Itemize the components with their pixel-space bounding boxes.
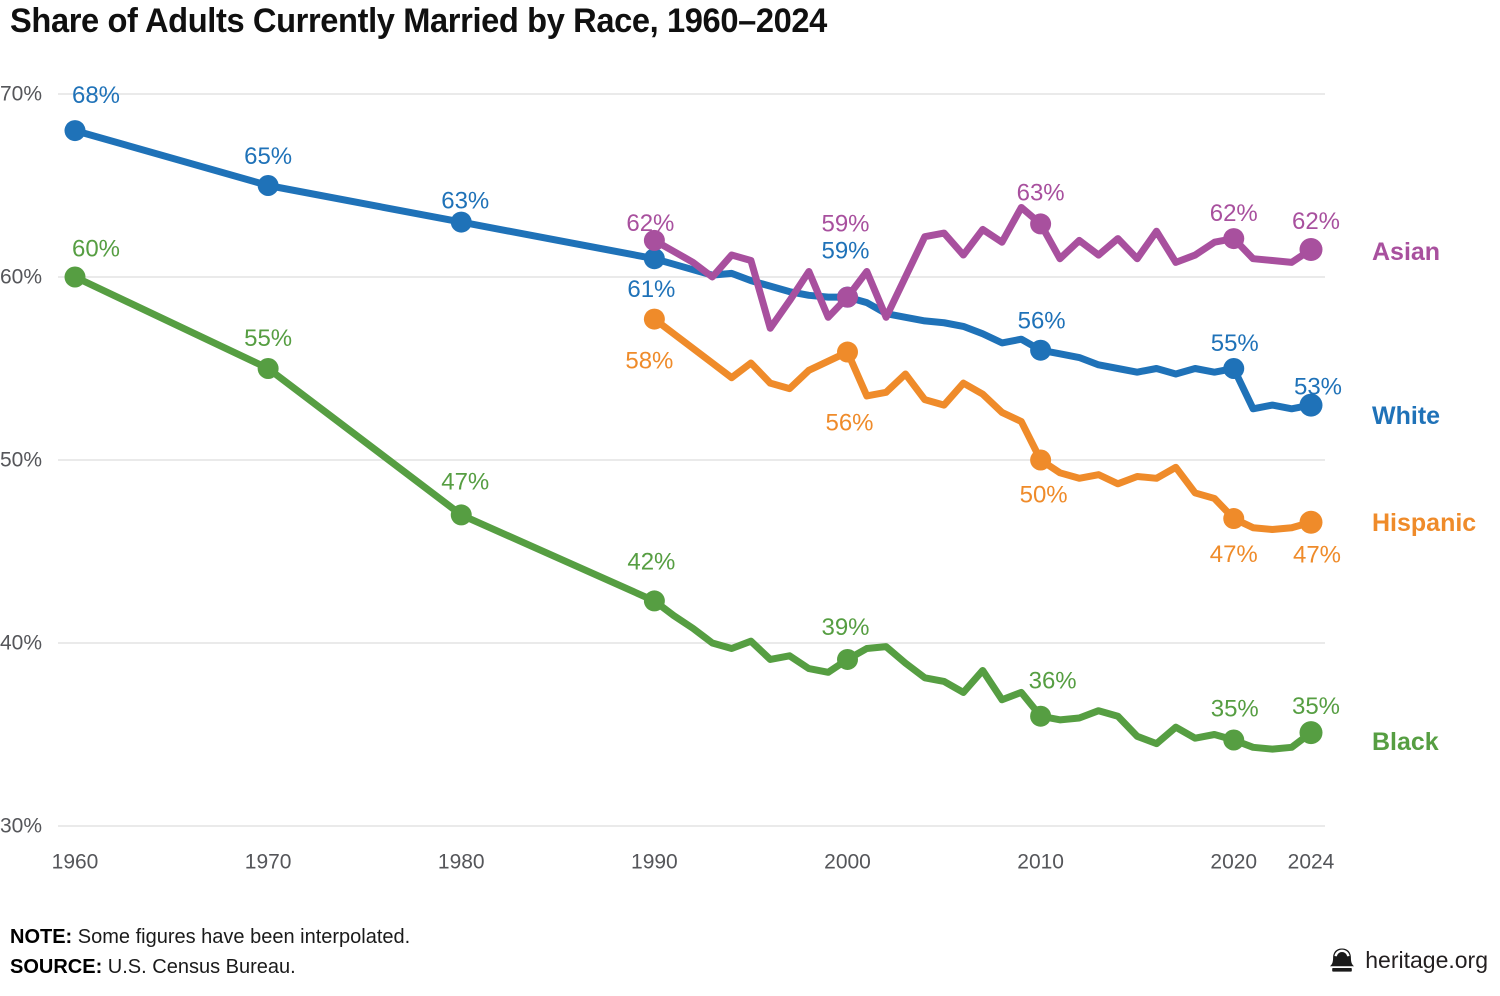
data-label-white-1970: 65% xyxy=(244,143,292,170)
data-point-white-1990 xyxy=(643,248,665,270)
y-tick-label: 50% xyxy=(0,449,42,472)
y-tick-label: 70% xyxy=(0,83,42,106)
data-point-asian-2000 xyxy=(837,286,858,308)
data-point-hispanic-2010 xyxy=(1030,449,1052,471)
data-point-black-2020 xyxy=(1223,729,1245,751)
data-point-asian-2024 xyxy=(1299,238,1323,262)
data-point-white-1980 xyxy=(450,211,472,233)
series-label-hispanic: Hispanic xyxy=(1372,509,1477,537)
series-line-hispanic xyxy=(650,315,1315,534)
y-tick-label: 30% xyxy=(0,815,42,838)
data-label-asian-2000: 59% xyxy=(821,211,869,238)
data-label-white-2024: 53% xyxy=(1294,374,1342,401)
series-line-asian xyxy=(650,203,1315,332)
series-label-asian: Asian xyxy=(1372,238,1441,266)
data-label-black-1970: 55% xyxy=(244,325,292,352)
x-tick-label: 2000 xyxy=(824,851,871,874)
x-tick-label: 1970 xyxy=(245,851,292,874)
data-point-white-2024 xyxy=(1299,393,1323,417)
x-tick-label: 2010 xyxy=(1017,851,1064,874)
data-label-asian-2024: 62% xyxy=(1292,208,1340,235)
data-point-black-1990 xyxy=(643,590,665,612)
data-label-black-1990: 42% xyxy=(627,548,675,575)
data-label-white-1980: 63% xyxy=(441,188,489,215)
x-tick-label: 1990 xyxy=(631,851,678,874)
data-point-black-1960 xyxy=(64,266,86,288)
data-point-white-1970 xyxy=(257,175,279,196)
y-tick-label: 40% xyxy=(0,632,42,655)
data-point-black-2024 xyxy=(1299,721,1323,745)
x-tick-label: 2024 xyxy=(1288,851,1335,874)
data-label-asian-1990: 62% xyxy=(626,210,674,237)
data-label-white-1960: 68% xyxy=(72,82,120,109)
series-label-white: White xyxy=(1372,402,1441,430)
data-label-asian-2020: 62% xyxy=(1210,200,1258,227)
data-label-black-1980: 47% xyxy=(441,468,489,495)
data-point-black-1970 xyxy=(257,358,279,379)
data-label-black-2020: 35% xyxy=(1211,695,1259,722)
data-label-black-1960: 60% xyxy=(72,236,120,263)
brand-text: heritage.org xyxy=(1365,946,1488,973)
series-label-black: Black xyxy=(1372,728,1439,756)
data-label-black-2010: 36% xyxy=(1029,668,1077,695)
data-label-hispanic-2000: 56% xyxy=(825,410,873,437)
data-point-hispanic-2024 xyxy=(1299,510,1323,534)
data-label-white-2010: 56% xyxy=(1018,308,1066,335)
data-point-asian-2020 xyxy=(1223,228,1245,250)
data-point-white-2010 xyxy=(1030,339,1052,361)
x-tick-label: 1960 xyxy=(52,851,99,874)
data-label-hispanic-2024: 47% xyxy=(1293,542,1341,569)
note-text: Some figures have been interpolated. xyxy=(77,926,411,948)
source-line: SOURCE: U.S. Census Bureau. xyxy=(10,956,296,979)
footer-brand: heritage.org xyxy=(1328,946,1488,974)
source-label: SOURCE: xyxy=(10,956,103,978)
data-point-hispanic-2000 xyxy=(837,341,858,363)
data-label-hispanic-2020: 47% xyxy=(1210,541,1258,568)
liberty-bell-icon xyxy=(1328,946,1356,974)
chart-title: Share of Adults Currently Married by Rac… xyxy=(10,2,827,40)
data-label-white-1990: 61% xyxy=(627,276,675,303)
data-label-white-2020: 55% xyxy=(1211,330,1259,357)
y-tick-label: 60% xyxy=(0,266,42,289)
note-line: NOTE: Some figures have been interpolate… xyxy=(10,926,410,949)
data-label-hispanic-2010: 50% xyxy=(1020,482,1068,509)
data-point-hispanic-2020 xyxy=(1223,508,1245,530)
data-point-black-2000 xyxy=(837,648,858,670)
x-tick-label: 1980 xyxy=(438,851,485,874)
source-text: U.S. Census Bureau. xyxy=(107,956,296,978)
data-label-white-2000: 59% xyxy=(821,238,869,265)
note-label: NOTE: xyxy=(10,926,73,948)
data-point-black-2010 xyxy=(1030,705,1052,727)
data-label-asian-2010: 63% xyxy=(1017,179,1065,206)
data-point-black-1980 xyxy=(450,504,472,526)
data-label-hispanic-1990: 58% xyxy=(625,348,673,375)
data-point-white-2020 xyxy=(1223,358,1245,379)
data-label-black-2000: 39% xyxy=(821,614,869,641)
series-line-black xyxy=(71,273,1315,753)
x-tick-label: 2020 xyxy=(1210,851,1257,874)
data-point-hispanic-1990 xyxy=(643,308,665,330)
data-point-asian-2010 xyxy=(1030,213,1052,235)
data-point-asian-1990 xyxy=(643,229,665,251)
data-point-white-1960 xyxy=(64,120,86,142)
data-label-black-2024: 35% xyxy=(1292,693,1340,720)
